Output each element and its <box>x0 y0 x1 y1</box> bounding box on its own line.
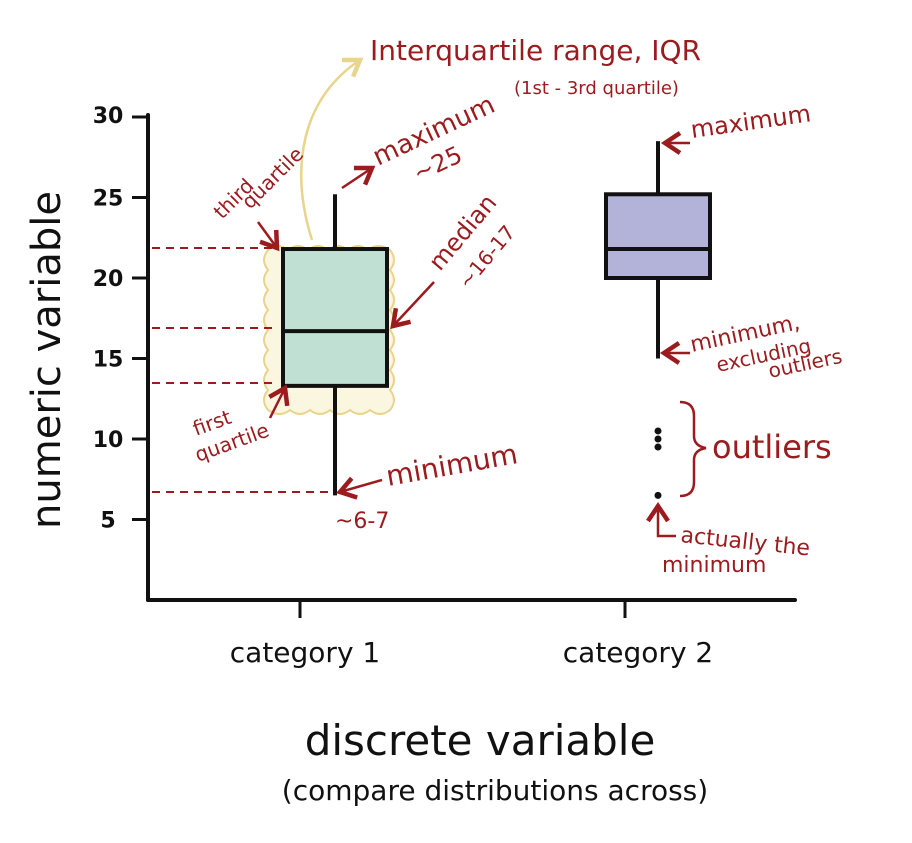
median-arrow <box>390 281 435 329</box>
x-axis-title: discrete variable <box>305 716 656 765</box>
category-2-outlier-3 <box>654 435 662 443</box>
third-quartile-arrow <box>256 221 280 252</box>
category-2-outlier-1 <box>654 491 662 499</box>
max1-arrow <box>341 165 376 190</box>
y-tick-label-5: 5 <box>100 509 115 534</box>
y-tick-label-15: 15 <box>93 348 124 373</box>
y-axis-title: numeric variable <box>24 191 70 529</box>
outliers-label: outliers <box>712 428 832 466</box>
category-1-box <box>281 247 389 388</box>
actual-min-arrow <box>646 501 676 538</box>
category-2-box <box>604 192 712 280</box>
y-tick-label-25: 25 <box>93 187 124 212</box>
outliers-brace <box>679 400 707 498</box>
y-tick-label-10: 10 <box>93 428 124 453</box>
y-tick-label-30: 30 <box>93 104 124 129</box>
first-quartile-arrow <box>268 384 290 419</box>
third-quartile-label-2: quartile <box>237 142 308 213</box>
iqr-title: Interquartile range, IQR <box>370 34 701 67</box>
x-tick-label-category-2: category 2 <box>563 636 713 669</box>
y-tick-label-20: 20 <box>93 267 124 292</box>
min1-arrow <box>336 476 383 500</box>
category-2-outlier-2 <box>654 443 662 451</box>
x-axis-subtitle: (compare distributions across) <box>282 774 708 807</box>
iqr-arrow <box>300 57 364 241</box>
category-2-outlier-4 <box>654 427 662 435</box>
x-tick-label-category-1: category 1 <box>230 636 380 669</box>
min1-label: minimum <box>383 437 520 493</box>
iqr-subtitle: (1st - 3rd quartile) <box>514 78 679 99</box>
max2-label: maximum <box>689 99 813 144</box>
min1-value: ~6-7 <box>335 509 389 534</box>
actual-min-label-2: minimum <box>662 553 766 578</box>
